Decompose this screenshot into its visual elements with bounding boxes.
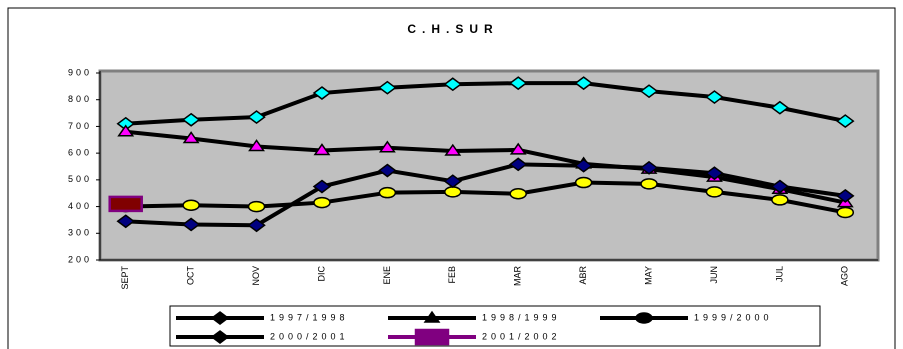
data-point	[312, 179, 332, 194]
data-point	[443, 77, 463, 92]
data-point	[509, 142, 527, 155]
legend-marker	[210, 311, 230, 325]
data-point	[378, 163, 397, 178]
data-point	[117, 124, 135, 137]
data-point	[182, 131, 200, 144]
legend-label: 2001/2002	[482, 331, 561, 341]
plot-area	[98, 69, 880, 262]
legend-marker	[414, 328, 450, 346]
data-point	[574, 158, 593, 173]
x-tick-label: NOV	[251, 266, 261, 286]
data-point	[836, 188, 855, 203]
data-point	[247, 110, 266, 125]
y-tick-label: 600	[68, 148, 92, 158]
series-line	[125, 129, 846, 205]
data-point	[378, 140, 396, 153]
data-point	[770, 179, 790, 194]
data-point	[705, 90, 724, 104]
y-tick-label: 800	[68, 94, 92, 104]
x-tick-label: DIC	[316, 266, 326, 282]
data-point	[574, 176, 593, 189]
x-tick-label: SEPT	[120, 266, 130, 290]
legend-marker	[210, 330, 230, 344]
y-tick-label: 400	[68, 201, 92, 211]
series-line	[125, 81, 846, 126]
data-point	[640, 178, 658, 190]
data-point	[509, 187, 527, 200]
legend-label: 1997/1998	[270, 312, 349, 322]
y-tick-label: 500	[68, 174, 92, 184]
series-line	[125, 162, 846, 228]
data-point	[574, 76, 593, 91]
y-tick-label: 700	[68, 121, 92, 131]
x-tick-label: MAR	[513, 266, 523, 287]
y-tick-label: 900	[68, 67, 92, 77]
data-point	[444, 143, 462, 156]
data-point	[313, 196, 331, 209]
data-point	[247, 200, 266, 213]
data-point	[443, 174, 463, 189]
data-point	[836, 206, 855, 219]
data-point	[108, 195, 143, 213]
legend-marker	[423, 310, 441, 323]
data-point	[181, 112, 201, 127]
legend: 1997/1998 1998/1999 1999/2000 2000/2001 2001…	[169, 305, 821, 347]
legend-box	[169, 305, 821, 347]
legend-label: 2000/2001	[270, 331, 349, 341]
data-point	[508, 76, 528, 91]
data-point	[116, 214, 135, 229]
x-tick-label: MAY	[643, 266, 653, 285]
chart-title: C.H.SUR	[407, 22, 498, 36]
data-point	[508, 157, 528, 172]
x-tick-label: AGO	[840, 266, 850, 286]
legend-marker	[635, 312, 653, 324]
data-point	[378, 186, 397, 199]
x-tick-label: OCT	[186, 266, 196, 286]
data-point	[182, 199, 200, 211]
chart-border	[7, 7, 896, 349]
data-point	[771, 194, 789, 206]
data-point	[378, 80, 397, 95]
data-point	[770, 100, 790, 115]
data-point	[312, 86, 332, 100]
data-point	[444, 186, 462, 198]
data-point	[248, 139, 265, 152]
x-tick-label: ABR	[578, 266, 588, 285]
data-point	[705, 166, 724, 181]
data-point	[247, 218, 266, 233]
data-point	[181, 217, 201, 232]
legend-label: 1999/2000	[694, 312, 773, 322]
data-point	[836, 114, 855, 129]
x-tick-label: JUN	[709, 266, 719, 284]
x-tick-label: ENE	[382, 266, 392, 285]
data-point	[639, 160, 659, 175]
data-point	[313, 143, 331, 156]
x-tick-label: FEB	[447, 266, 457, 284]
data-point	[705, 186, 724, 198]
legend-label: 1998/1999	[482, 312, 561, 322]
data-point	[639, 84, 659, 99]
x-tick-label: JUL	[774, 266, 784, 282]
series-line	[125, 180, 846, 215]
y-tick-label: 300	[68, 228, 92, 238]
y-tick-label: 200	[68, 254, 92, 264]
